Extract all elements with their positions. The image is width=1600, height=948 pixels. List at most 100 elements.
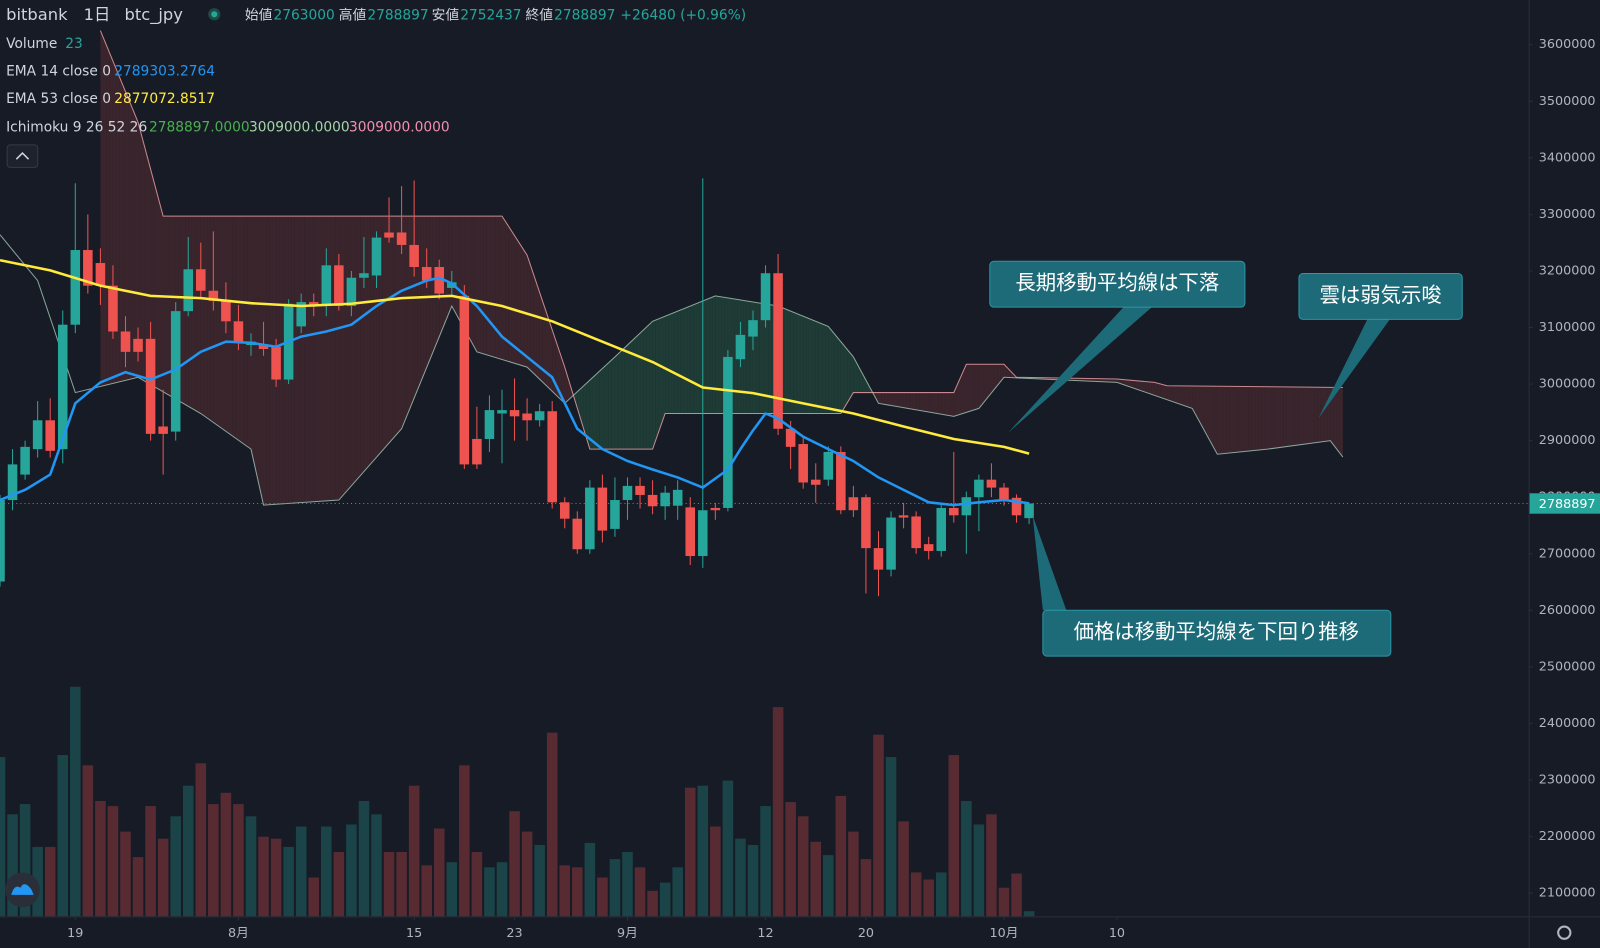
cloud-fill: [1226, 386, 1230, 454]
cloud-fill: [878, 392, 882, 404]
high-value: 2788897: [367, 7, 428, 23]
cloud-fill: [561, 357, 565, 404]
settings-button[interactable]: [1557, 925, 1572, 940]
volume-bar: [948, 755, 960, 917]
cloud-fill: [138, 122, 142, 380]
x-tick-label: 10: [1109, 926, 1125, 941]
candle-body: [547, 411, 557, 503]
cloud-fill: [583, 383, 587, 439]
symbol[interactable]: btc_jpy: [124, 5, 183, 25]
cloud-fill: [1302, 387, 1306, 445]
y-tick-label: 3500000: [1539, 94, 1596, 109]
cloud-fill: [828, 326, 832, 414]
volume-bar: [546, 732, 558, 917]
candle-body: [7, 464, 18, 501]
collapse-button[interactable]: [6, 144, 39, 168]
cloud-fill: [1308, 387, 1312, 444]
candle-body: [346, 277, 357, 307]
y-tick-label: 3200000: [1539, 263, 1596, 278]
candle-body: [170, 311, 181, 432]
cloud-fill: [847, 349, 851, 404]
cloud-fill: [1220, 386, 1224, 454]
candle-body: [710, 507, 721, 511]
cloud-fill: [793, 312, 797, 414]
candle-body: [334, 265, 344, 307]
cloud-fill: [916, 392, 920, 411]
cloud-fill: [536, 283, 540, 380]
cloud-fill: [1000, 364, 1004, 382]
cloud-fill: [260, 216, 264, 506]
legend-label[interactable]: Ichimoku 9 26 52 26: [6, 120, 147, 136]
cloud-fill: [392, 216, 396, 440]
close-value: 2788897: [554, 7, 615, 23]
candle-body: [196, 269, 206, 291]
cloud-fill: [1261, 386, 1265, 450]
cloud-fill: [382, 216, 386, 451]
x-tick-label: 8月: [228, 926, 249, 941]
y-tick-label: 3300000: [1539, 207, 1596, 222]
volume-bar: [684, 787, 696, 917]
cloud-fill: [997, 364, 1001, 386]
legend-label[interactable]: EMA 14 close 0: [6, 63, 111, 79]
cloud-fill: [363, 216, 368, 472]
cloud-fill: [1104, 378, 1108, 382]
cloud-fill: [1233, 386, 1237, 453]
cloud-fill: [702, 299, 706, 414]
cloud-fill: [1179, 385, 1183, 406]
cloud-fill: [1289, 386, 1293, 447]
cloud-fill: [825, 325, 829, 414]
cloud-fill: [197, 216, 201, 414]
candle-body: [559, 502, 570, 519]
cloud-fill: [1182, 385, 1186, 407]
cloud-fill: [1317, 387, 1321, 443]
cloud-fill: [812, 320, 816, 414]
cloud-fill: [865, 380, 870, 393]
volume-bar: [710, 826, 721, 917]
interval[interactable]: 1日: [84, 5, 111, 24]
volume-bar: [333, 852, 345, 917]
exchange: bitbank: [6, 5, 68, 24]
cloud-fill: [1189, 385, 1193, 409]
callout-text: 長期移動平均線は下落: [1015, 271, 1219, 295]
cloud-fill: [501, 216, 506, 361]
candle-body: [321, 265, 332, 307]
cloud-fill: [1333, 387, 1337, 449]
cloud-fill: [931, 392, 935, 414]
legend-value: 3009000.0000: [349, 120, 450, 136]
candle-body: [32, 420, 43, 450]
cloud-fill: [429, 216, 433, 360]
volume-bar: [810, 841, 822, 917]
volume-bar: [509, 811, 520, 917]
legend-value: 2877072.8517: [114, 91, 215, 107]
cloud-fill: [991, 364, 995, 393]
cloud-fill: [1148, 381, 1152, 395]
candle-body: [949, 507, 959, 516]
callout-text: 雲は弱気示唆: [1319, 283, 1441, 307]
candle-body: [20, 446, 30, 475]
volume-bar: [220, 792, 232, 917]
cloud-fill: [1270, 386, 1274, 449]
logo-icon: [11, 884, 34, 895]
legend-label[interactable]: EMA 53 close 0: [6, 91, 111, 107]
candle-body: [898, 515, 909, 518]
cloud-fill: [370, 216, 374, 465]
callout-pointer: [1032, 515, 1067, 611]
legend-value: 2788897.0000: [149, 120, 250, 136]
cloud-fill: [800, 314, 804, 414]
candle-body: [861, 497, 871, 549]
cloud-fill: [815, 321, 819, 414]
cloud-fill: [313, 216, 317, 502]
volume-bar: [233, 804, 244, 917]
cloud-fill: [636, 333, 641, 450]
legend-label[interactable]: Volume: [6, 36, 57, 52]
cloud-fill: [320, 216, 324, 502]
cloud-fill: [928, 392, 932, 413]
cloud-fill: [244, 216, 248, 447]
cloud-fill: [605, 362, 609, 450]
open-value: 2763000: [273, 7, 334, 23]
cloud-fill: [1151, 382, 1155, 396]
cloud-fill: [549, 320, 553, 392]
cloud-fill: [373, 216, 377, 461]
cloud-fill: [1251, 386, 1255, 451]
candle-body: [70, 250, 81, 325]
